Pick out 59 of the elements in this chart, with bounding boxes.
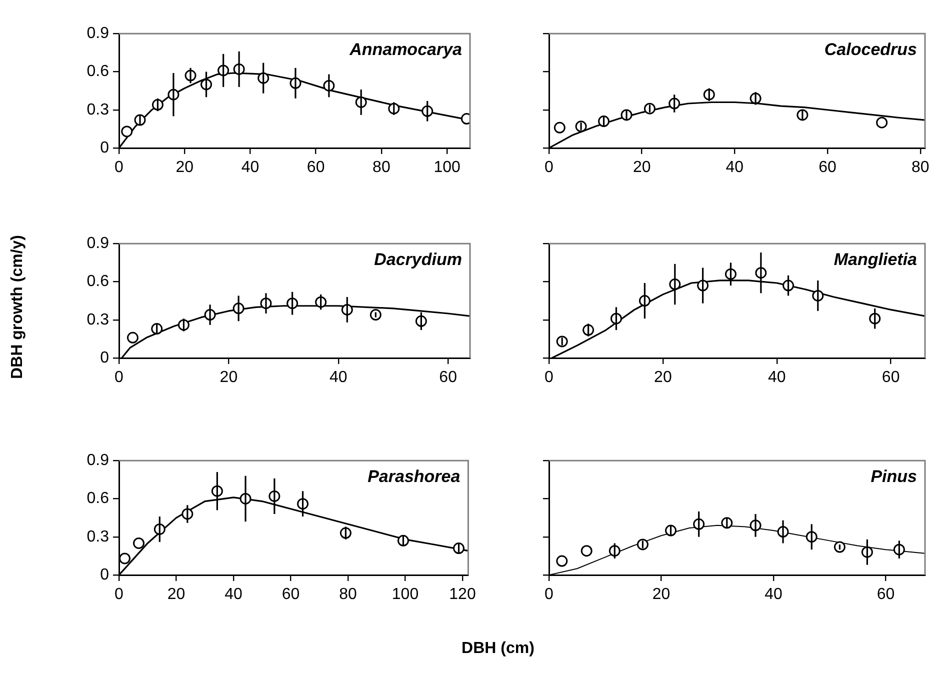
point	[126, 332, 138, 344]
x-tick-label: 60	[439, 369, 458, 386]
point	[121, 126, 133, 138]
y-tick-label: 0	[100, 349, 110, 366]
x-tick-label: 0	[544, 586, 554, 604]
x-tick-label: 60	[882, 369, 900, 386]
x-tick-label: 40	[224, 586, 242, 604]
point	[876, 116, 888, 128]
y-tick-label: 0.3	[86, 528, 110, 546]
x-tick-label: 120	[449, 586, 476, 604]
y-tick-label: 0.6	[86, 63, 110, 80]
y-tick-label: 0.3	[86, 101, 110, 118]
x-tick-label: 40	[241, 159, 260, 176]
x-tick-label: 20	[654, 369, 672, 386]
x-tick-label: 0	[114, 159, 124, 176]
chart-title: Manglietia	[834, 250, 917, 269]
y-tick-label: 0.9	[86, 235, 110, 252]
point	[834, 541, 846, 553]
x-tick-label: 20	[652, 586, 670, 604]
x-tick-label: 80	[911, 159, 930, 176]
y-tick-label: 0.3	[86, 311, 110, 328]
x-axis-title: DBH (cm)	[460, 640, 536, 658]
chart-title: Parashorea	[368, 466, 460, 486]
y-axis-title: DBH growth (cm/y)	[9, 234, 27, 381]
x-tick-label: 100	[392, 586, 419, 604]
x-tick-label: 20	[167, 586, 186, 604]
x-tick-label: 60	[306, 159, 325, 176]
point	[119, 552, 130, 564]
x-tick-label: 80	[372, 159, 390, 176]
x-tick-label: 40	[726, 159, 744, 176]
x-tick-label: 0	[114, 369, 124, 386]
chart-title: Calocedrus	[824, 40, 917, 59]
x-tick-label: 60	[282, 586, 300, 604]
point	[556, 555, 568, 567]
x-tick-label: 0	[544, 159, 554, 176]
y-tick-label: 0	[100, 139, 110, 156]
y-tick-label: 0.6	[86, 490, 110, 508]
x-tick-label: 100	[434, 159, 460, 176]
chart-title: Dacrydium	[374, 250, 462, 269]
chart-title: Annamocarya	[348, 40, 462, 59]
x-tick-label: 40	[329, 369, 348, 386]
x-tick-label: 40	[768, 369, 786, 386]
x-tick-label: 0	[114, 586, 124, 604]
point	[580, 545, 592, 557]
x-tick-label: 60	[818, 159, 837, 176]
x-tick-label: 40	[764, 586, 782, 604]
x-tick-label: 60	[876, 586, 895, 604]
x-tick-label: 0	[544, 369, 554, 386]
x-tick-label: 20	[632, 159, 651, 176]
x-tick-label: 20	[220, 369, 238, 386]
y-tick-label: 0	[100, 566, 110, 584]
y-tick-label: 0.9	[86, 452, 110, 470]
point	[133, 537, 144, 549]
chart-title: Pinus	[870, 466, 917, 486]
y-tick-label: 0.9	[86, 25, 110, 42]
y-tick-label: 0.6	[86, 273, 110, 290]
point	[554, 122, 566, 134]
x-tick-label: 20	[176, 159, 194, 176]
x-tick-label: 80	[339, 586, 357, 604]
